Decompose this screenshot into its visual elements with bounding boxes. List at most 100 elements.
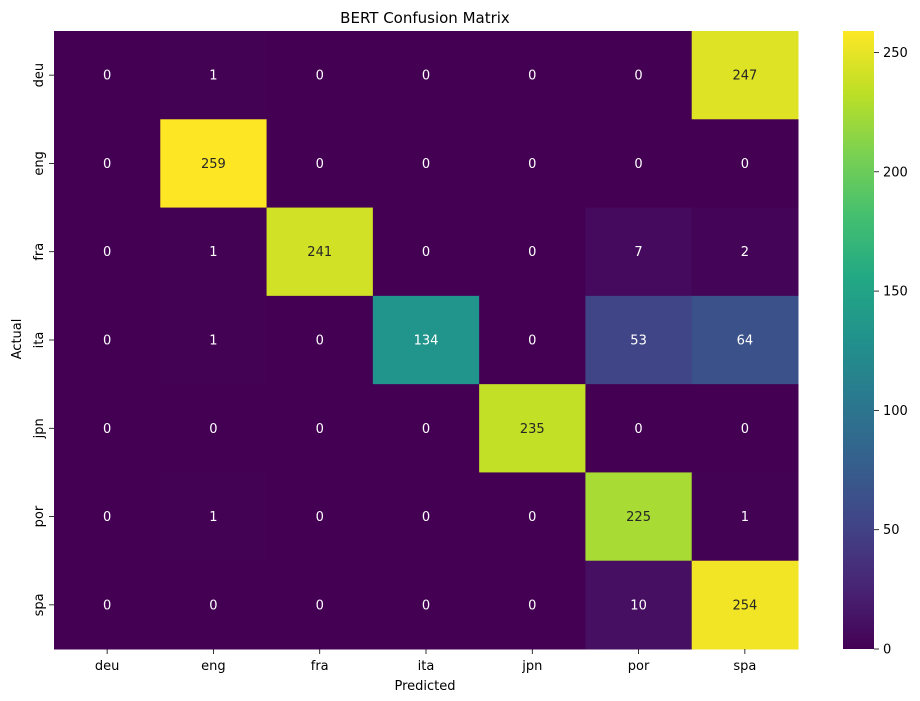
y-tick-label: deu [32, 63, 47, 88]
cell-value-label: 0 [528, 510, 536, 525]
y-tick-label: por [32, 505, 47, 527]
cell-value-label: 0 [209, 598, 217, 613]
cell-value-label: 259 [201, 157, 226, 172]
cell-value-label: 134 [414, 334, 439, 349]
x-tick-label: jpn [521, 659, 542, 674]
cell-spa-fra [266, 560, 374, 650]
cell-fra-por [585, 207, 693, 297]
cell-value-label: 0 [316, 422, 324, 437]
cell-value-label: 0 [422, 422, 430, 437]
cell-value-label: 0 [422, 598, 430, 613]
cell-eng-deu [54, 119, 161, 209]
cell-deu-por [585, 31, 693, 120]
cell-value-label: 0 [103, 422, 111, 437]
cell-fra-jpn [479, 207, 586, 297]
colorbar-tick-label: 150 [883, 285, 908, 300]
x-tick-label: spa [733, 659, 756, 674]
cell-jpn-eng [160, 384, 268, 473]
cell-value-label: 0 [422, 245, 430, 260]
y-axis-label: Actual [10, 319, 25, 360]
cell-value-label: 0 [316, 598, 324, 613]
cell-value-label: 247 [732, 69, 757, 84]
x-tick-label: eng [201, 659, 226, 674]
cell-jpn-ita [372, 384, 480, 473]
cell-value-label: 0 [528, 598, 536, 613]
cell-por-jpn [479, 472, 586, 562]
colorbar-tick-label: 200 [883, 165, 908, 180]
y-tick-label: ita [32, 332, 47, 349]
cell-por-por [585, 472, 693, 562]
cell-fra-deu [54, 207, 161, 297]
cell-eng-jpn [479, 119, 586, 209]
x-tick-label: fra [311, 659, 329, 674]
cell-ita-deu [54, 295, 161, 385]
cell-value-label: 0 [528, 69, 536, 84]
colorbar-tick-label: 250 [883, 46, 908, 61]
cell-ita-spa [691, 295, 799, 385]
cell-value-label: 1 [209, 245, 217, 260]
cell-value-label: 235 [520, 422, 545, 437]
cell-jpn-fra [266, 384, 374, 473]
cell-value-label: 0 [316, 334, 324, 349]
cell-deu-deu [54, 31, 161, 120]
cell-eng-fra [266, 119, 374, 209]
cell-por-deu [54, 472, 161, 562]
cell-eng-spa [691, 119, 799, 209]
y-tick-label: spa [32, 593, 47, 616]
cell-value-label: 0 [103, 510, 111, 525]
cell-eng-ita [372, 119, 480, 209]
cell-fra-ita [372, 207, 480, 297]
cell-eng-eng [160, 119, 268, 209]
cell-ita-ita [372, 295, 480, 385]
cell-value-label: 0 [316, 157, 324, 172]
cell-value-label: 2 [741, 245, 749, 260]
cell-value-label: 0 [103, 245, 111, 260]
cell-jpn-jpn [479, 384, 586, 473]
cell-deu-fra [266, 31, 374, 120]
x-axis-ticks: deu eng fra ita jpn por spa [95, 649, 756, 674]
cell-spa-jpn [479, 560, 586, 650]
x-tick-label: por [628, 659, 650, 674]
cell-por-ita [372, 472, 480, 562]
colorbar-tick-label: 100 [883, 404, 908, 419]
cell-value-label: 0 [634, 157, 642, 172]
cell-value-label: 254 [732, 598, 757, 613]
cell-value-label: 1 [741, 510, 749, 525]
x-tick-label: ita [418, 659, 435, 674]
cell-value-label: 0 [103, 69, 111, 84]
cell-value-label: 0 [634, 69, 642, 84]
cell-fra-eng [160, 207, 268, 297]
cell-value-label: 0 [528, 157, 536, 172]
cell-value-label: 0 [103, 598, 111, 613]
cell-jpn-por [585, 384, 693, 473]
cell-spa-por [585, 560, 693, 650]
cell-value-label: 0 [316, 69, 324, 84]
cell-deu-ita [372, 31, 480, 120]
cell-fra-spa [691, 207, 799, 297]
cell-value-label: 0 [316, 510, 324, 525]
cell-spa-ita [372, 560, 480, 650]
cell-value-label: 0 [103, 157, 111, 172]
cell-deu-eng [160, 31, 268, 120]
colorbar [843, 31, 874, 649]
y-tick-label: eng [32, 151, 47, 176]
cell-value-label: 53 [630, 334, 647, 349]
cell-value-label: 0 [528, 245, 536, 260]
cell-deu-jpn [479, 31, 586, 120]
cell-value-label: 241 [307, 245, 332, 260]
cell-value-label: 0 [422, 510, 430, 525]
x-tick-label: deu [95, 659, 120, 674]
x-axis-label: Predicted [394, 679, 455, 694]
cell-jpn-deu [54, 384, 161, 473]
y-tick-label: fra [32, 243, 47, 261]
cell-spa-deu [54, 560, 161, 650]
cell-value-label: 0 [741, 157, 749, 172]
cell-ita-por [585, 295, 693, 385]
cell-value-label: 0 [209, 422, 217, 437]
cell-value-label: 0 [741, 422, 749, 437]
cell-ita-fra [266, 295, 374, 385]
cell-spa-eng [160, 560, 268, 650]
cell-fra-fra [266, 207, 374, 297]
